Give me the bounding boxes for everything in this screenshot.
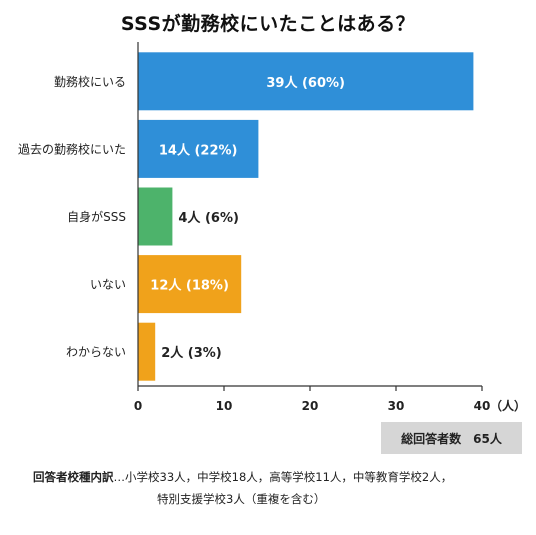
x-unit-label: （人） xyxy=(490,398,526,413)
bar-3 xyxy=(138,255,242,314)
bar-0 xyxy=(138,52,474,111)
bar-4 xyxy=(138,322,156,381)
data-label-0: 39人 (60%) xyxy=(266,75,345,91)
x-tick-label-1: 10 xyxy=(216,399,233,413)
x-tick-label-4: 40 xyxy=(474,399,491,413)
category-label-2: 自身がSSS xyxy=(67,209,126,224)
x-tick-label-2: 20 xyxy=(302,399,319,413)
data-label-1: 14人 (22%) xyxy=(159,142,238,158)
category-label-3: いない xyxy=(90,278,126,292)
x-tick-label-3: 30 xyxy=(388,399,405,413)
data-label-3: 12人 (18%) xyxy=(150,278,229,294)
breakdown-line1: …小学校33人，中学校18人，高等学校11人，中等教育学校2人， xyxy=(113,470,453,484)
bar-2 xyxy=(138,187,173,246)
bar-1 xyxy=(138,119,259,178)
category-label-1: 過去の勤務校にいた xyxy=(18,141,126,156)
respondent-breakdown: 回答者校種内訳…小学校33人，中学校18人，高等学校11人，中等教育学校2人， … xyxy=(33,466,533,510)
bar-chart: 勤務校にいる 39人 (60%) 過去の勤務校にいた 14人 (22%) 自身がSSS 4… xyxy=(18,42,526,413)
total-respondents-label: 総回答者数 xyxy=(401,431,462,446)
data-label-4: 2人 (3%) xyxy=(161,345,222,361)
total-respondents-box: 総回答者数 65人 xyxy=(381,422,522,454)
category-label-4: わからない xyxy=(66,345,126,359)
data-label-2: 4人 (6%) xyxy=(178,210,239,226)
breakdown-line2: 特別支援学校3人（重複を含む） xyxy=(157,492,326,506)
category-label-0: 勤務校にいる xyxy=(54,74,126,89)
total-respondents-value: 65人 xyxy=(473,431,502,446)
breakdown-label: 回答者校種内訳 xyxy=(33,470,114,484)
x-tick-label-0: 0 xyxy=(134,399,142,413)
chart-title: SSSが勤務校にいたことはある？ xyxy=(120,13,416,35)
